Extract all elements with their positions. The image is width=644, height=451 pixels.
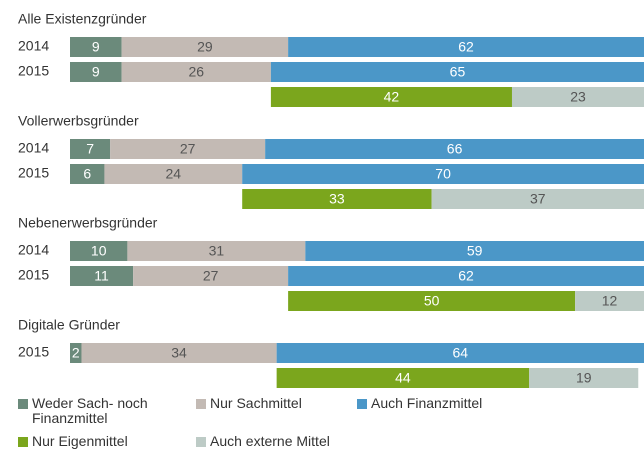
y-tick-label: 2015	[18, 165, 49, 181]
bar-segment	[511, 87, 644, 107]
value-label: 62	[458, 268, 474, 284]
value-label: 42	[384, 89, 400, 105]
y-tick-label: 2015	[18, 344, 49, 360]
value-label: 62	[458, 39, 474, 55]
bar-segment	[70, 37, 122, 57]
value-label: 10	[91, 243, 107, 259]
bar-segment	[242, 164, 644, 184]
group-title: Digitale Gründer	[18, 317, 120, 333]
bar-segment	[288, 37, 644, 57]
group-title: Alle Existenzgründer	[18, 11, 147, 27]
bar-segment	[242, 189, 432, 209]
bar-segment	[276, 343, 644, 363]
group-title: Vollerwerbsgründer	[18, 113, 139, 129]
value-label: 33	[329, 191, 345, 207]
bar-segment	[121, 62, 271, 82]
legend-label: Auch Finanzmittel	[371, 395, 483, 411]
value-label: 23	[570, 89, 586, 105]
y-tick-label: 2015	[18, 267, 49, 283]
value-label: 66	[447, 141, 463, 157]
bar-segment	[104, 164, 243, 184]
value-label: 34	[171, 345, 187, 361]
value-label: 65	[450, 64, 466, 80]
y-tick-label: 2014	[18, 242, 49, 258]
bar-segment	[70, 241, 128, 261]
bar-segment	[127, 241, 306, 261]
legend-swatch	[18, 437, 28, 447]
bar-segment	[121, 37, 289, 57]
group-title: Nebenerwerbsgründer	[18, 215, 158, 231]
legend-swatch	[196, 437, 206, 447]
bar-segment	[133, 266, 289, 286]
value-label: 64	[453, 345, 469, 361]
bar-segment	[305, 241, 644, 261]
value-label: 29	[197, 39, 213, 55]
value-label: 31	[209, 243, 225, 259]
bar-segment	[70, 343, 82, 363]
bar-segment	[70, 139, 111, 159]
bar-segment	[431, 189, 644, 209]
value-label: 2	[72, 345, 80, 361]
bar-segment	[70, 164, 105, 184]
legend-label: Weder Sach- noch Finanzmittel	[32, 395, 148, 426]
bar-segment	[270, 87, 512, 107]
value-label: 11	[94, 268, 109, 284]
y-tick-label: 2015	[18, 63, 49, 79]
value-label: 12	[602, 293, 618, 309]
value-label: 7	[86, 141, 94, 157]
legend-swatch	[196, 399, 206, 409]
bar-segment	[288, 291, 576, 311]
legend-label: Nur Sachmittel	[210, 395, 302, 411]
value-label: 9	[92, 64, 100, 80]
bar-segment	[70, 62, 122, 82]
value-label: 27	[203, 268, 219, 284]
value-label: 50	[424, 293, 440, 309]
legend-label: Auch externe Mittel	[210, 433, 330, 449]
value-label: 37	[530, 191, 546, 207]
value-label: 27	[180, 141, 196, 157]
bar-segment	[529, 368, 639, 388]
legend-swatch	[18, 399, 28, 409]
value-label: 19	[576, 370, 592, 386]
value-label: 44	[395, 370, 411, 386]
bar-segment	[575, 291, 644, 311]
value-label: 6	[83, 166, 91, 182]
y-tick-label: 2014	[18, 38, 49, 54]
bar-segment	[276, 368, 530, 388]
value-label: 9	[92, 39, 100, 55]
legend-swatch	[357, 399, 367, 409]
value-label: 70	[435, 166, 451, 182]
value-label: 59	[467, 243, 483, 259]
bar-segment	[110, 139, 266, 159]
bar-segment	[81, 343, 277, 363]
y-tick-label: 2014	[18, 140, 49, 156]
bar-segment	[265, 139, 644, 159]
value-label: 24	[166, 166, 182, 182]
bar-segment	[288, 266, 644, 286]
legend-label: Nur Eigenmittel	[32, 433, 128, 449]
value-label: 26	[188, 64, 204, 80]
bar-segment	[70, 266, 134, 286]
bar-segment	[270, 62, 644, 82]
